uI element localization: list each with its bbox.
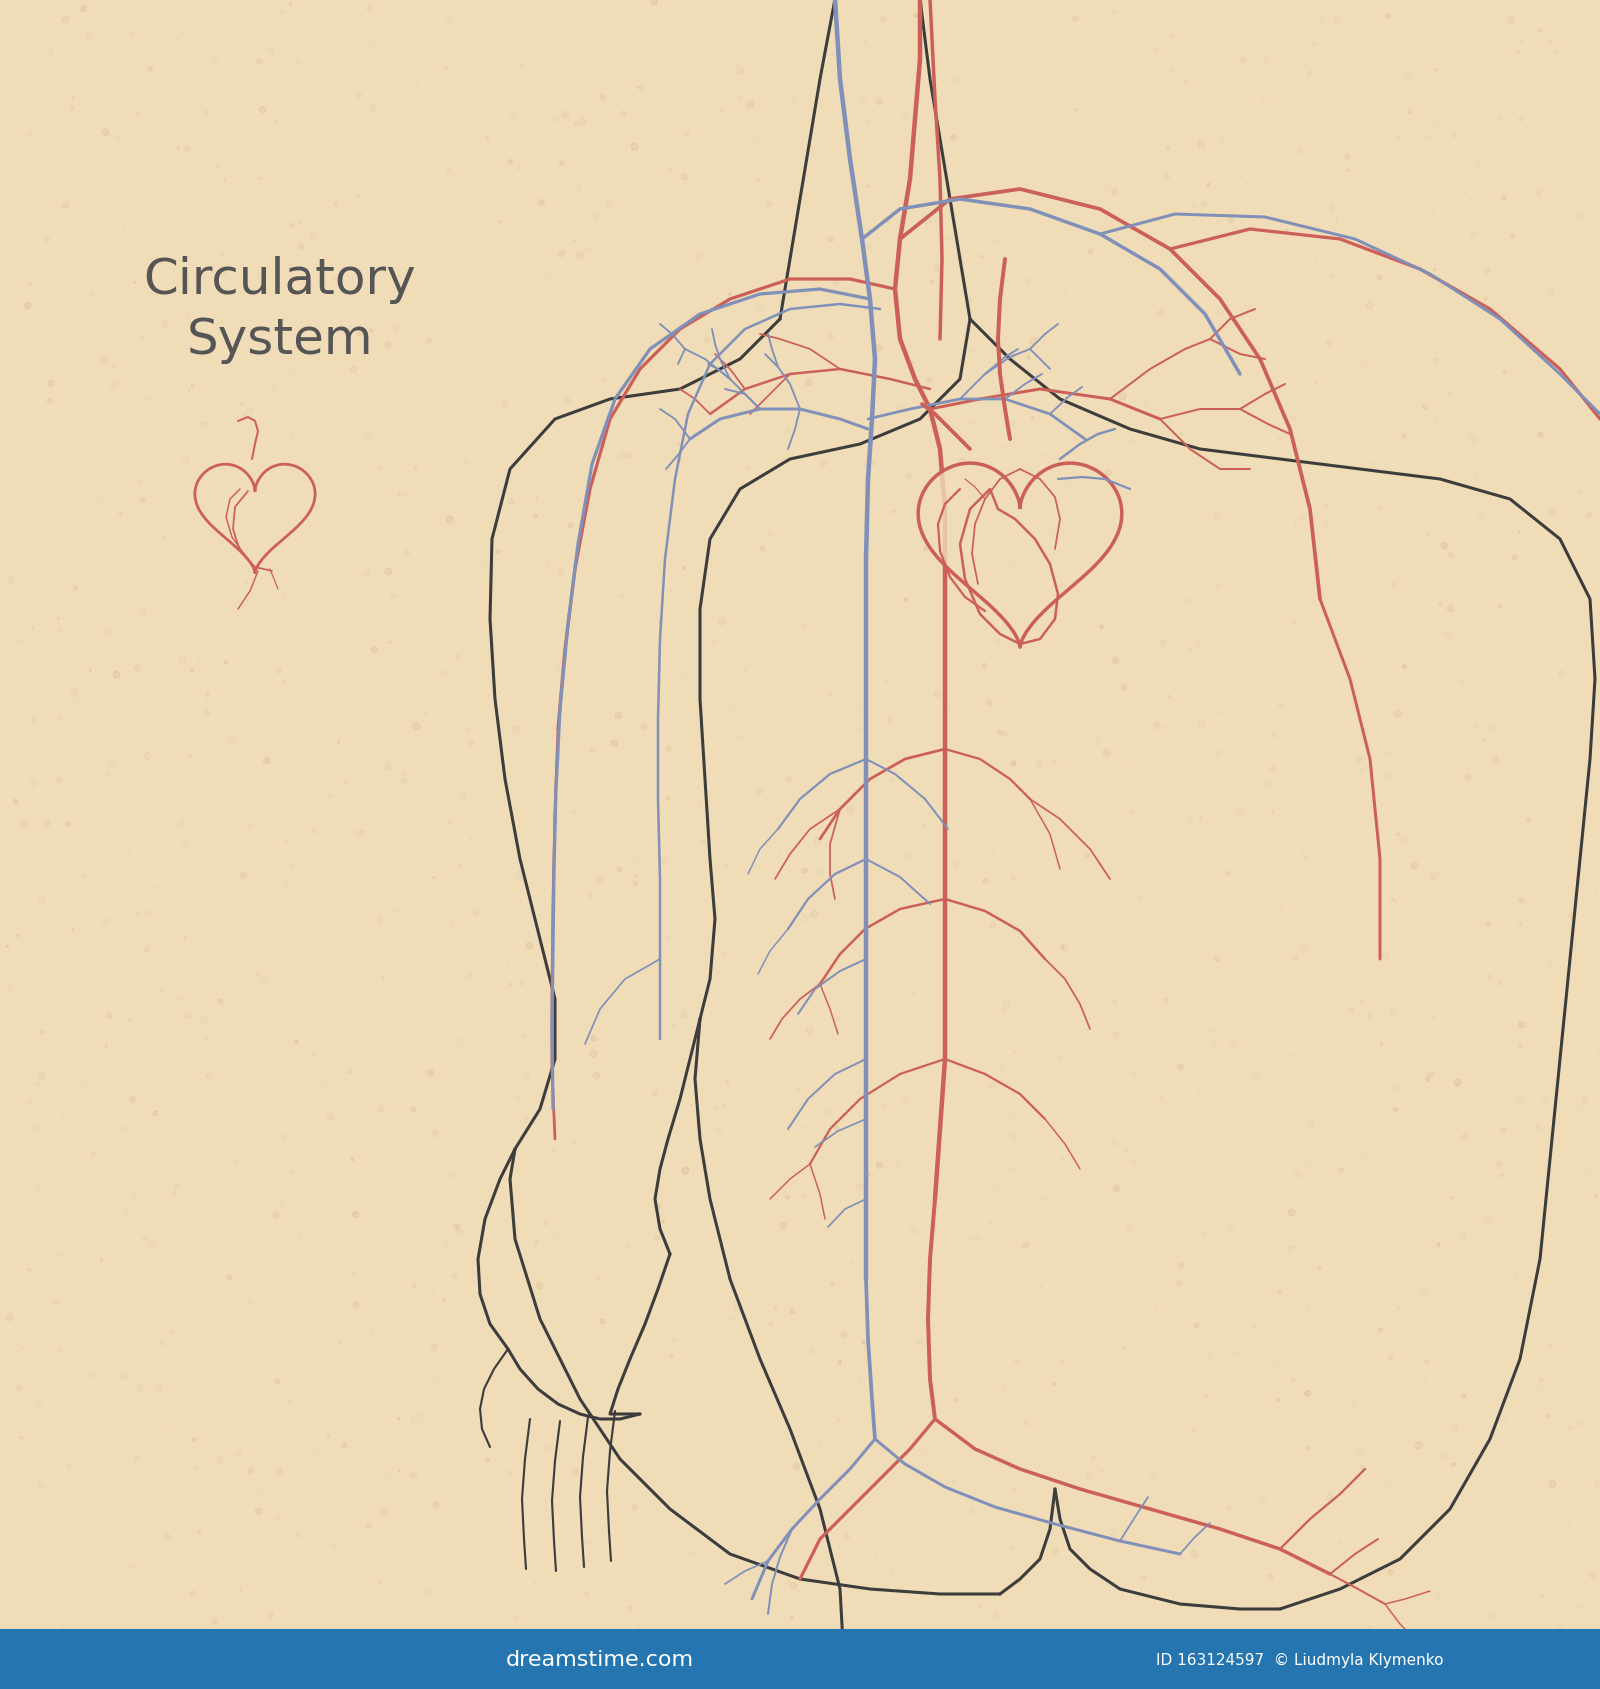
- Text: ID 163124597  © Liudmyla Klymenko: ID 163124597 © Liudmyla Klymenko: [1157, 1652, 1443, 1667]
- Polygon shape: [918, 464, 1122, 649]
- Bar: [0, 1628, 1600, 1689]
- Text: Circulatory
System: Circulatory System: [144, 257, 416, 363]
- Polygon shape: [195, 464, 315, 574]
- Text: dreamstime.com: dreamstime.com: [506, 1648, 694, 1669]
